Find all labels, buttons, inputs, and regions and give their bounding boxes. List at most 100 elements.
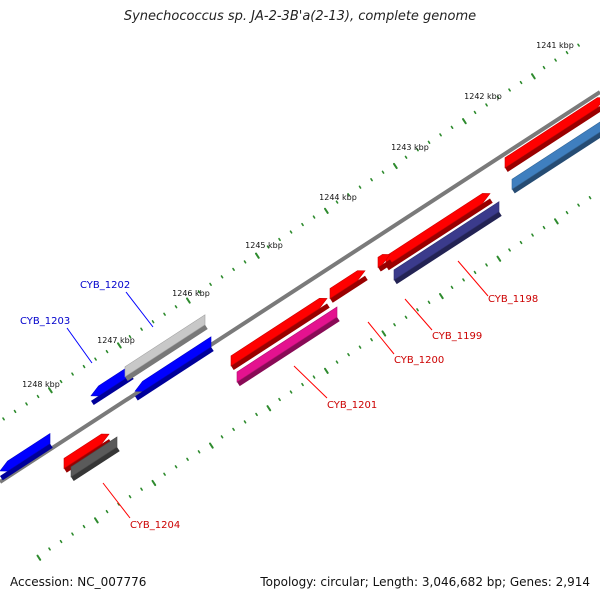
ruler-dot: [232, 267, 235, 272]
ruler-dot: [255, 252, 260, 259]
gene-cyb-1199: [377, 254, 393, 272]
ruler-dot: [485, 103, 488, 107]
ruler-dot: [565, 210, 569, 215]
ruler-dot: [243, 260, 247, 264]
ruler-dot: [416, 148, 419, 152]
ruler-dot: [174, 305, 178, 309]
ruler-dot: [508, 88, 511, 92]
ruler-dot: [255, 412, 258, 417]
ruler-tick-label: 1247 kbp: [97, 336, 135, 345]
ruler-dot: [266, 405, 272, 412]
ruler-dot: [404, 155, 408, 159]
gene-label-cyb-1198[interactable]: CYB_1198: [488, 294, 538, 305]
cds-steel: [511, 121, 600, 194]
ruler-dot: [485, 263, 488, 267]
ruler-dot: [82, 524, 86, 529]
ruler-dot: [577, 43, 580, 47]
gene-label-cyb-1200[interactable]: CYB_1200: [394, 355, 444, 366]
ruler-dot: [439, 133, 442, 137]
callout-line: [125, 291, 154, 328]
ruler-dot: [496, 95, 500, 100]
ruler-dot: [439, 293, 444, 300]
ruler-dot: [163, 472, 166, 476]
genome-backbone: [0, 90, 600, 484]
callout-line: [457, 260, 489, 297]
ruler-dot: [473, 110, 477, 115]
ruler-dot: [186, 457, 189, 461]
ruler-dot: [519, 240, 523, 245]
ruler-dot: [577, 203, 580, 207]
ruler-dot: [347, 352, 350, 357]
ruler-dot: [588, 196, 592, 200]
gene-label-cyb-1201[interactable]: CYB_1201: [327, 400, 377, 411]
ruler-dot: [2, 417, 5, 421]
ruler-dot: [358, 185, 362, 189]
ruler-dot: [324, 367, 329, 374]
ruler-dot: [220, 275, 224, 279]
ruler-dot: [266, 245, 270, 249]
ruler-dot: [462, 118, 467, 125]
ruler-dot: [243, 420, 247, 424]
ruler-dot: [301, 382, 304, 387]
ruler-dot: [508, 248, 511, 252]
callout-line: [293, 365, 328, 399]
ruler-dot: [151, 320, 155, 324]
ruler-dot: [59, 539, 63, 544]
ruler-dot: [370, 178, 373, 182]
gene-label-cyb-1199[interactable]: CYB_1199: [432, 331, 482, 342]
ruler-dot: [393, 162, 398, 170]
ruler-dot: [13, 409, 17, 414]
ruler-dot: [312, 375, 316, 379]
ruler-labels: 1241 kbp 1242 kbp 1243 kbp 1244 kbp 1245 kbp…: [22, 41, 574, 389]
ruler-dot: [25, 402, 28, 406]
ruler-dot: [128, 495, 132, 499]
ruler-dot: [347, 193, 350, 197]
ruler-dot: [117, 342, 122, 349]
ruler-dot: [393, 323, 396, 327]
ruler-dot: [117, 502, 120, 506]
ruler-dot: [450, 125, 454, 130]
ruler-dot: [94, 517, 99, 524]
ruler-dot: [301, 222, 304, 227]
gene-cyb-1200: [329, 270, 368, 303]
ruler-dot: [278, 397, 281, 402]
ruler-dot: [289, 230, 293, 234]
ruler-dot: [82, 364, 86, 369]
ruler-tick-label: 1244 kbp: [319, 193, 357, 202]
callout-line: [367, 321, 395, 355]
ruler-tick-label: 1243 kbp: [391, 143, 429, 152]
ruler-dot: [209, 442, 214, 449]
ruler-dot: [335, 200, 339, 204]
ruler-dot: [531, 73, 536, 80]
ruler-dots: [2, 43, 592, 561]
ruler-dot: [186, 297, 191, 304]
ruler-dot: [36, 394, 40, 399]
gene-label-cyb-1203[interactable]: CYB_1203: [20, 316, 70, 327]
gene-label-cyb-1204[interactable]: CYB_1204: [130, 520, 180, 531]
ruler-dot: [128, 335, 132, 339]
ruler-dot: [554, 218, 559, 225]
ruler-dot: [427, 140, 431, 144]
ruler-tick-label: 1241 kbp: [536, 41, 574, 50]
ruler-dot: [404, 315, 408, 319]
ruler-dot: [209, 282, 212, 286]
callout-line: [66, 327, 93, 364]
ruler-dot: [416, 308, 419, 312]
ruler-dot: [427, 300, 431, 304]
ruler-tick-label: 1245 kbp: [245, 241, 283, 250]
ruler-dot: [542, 65, 546, 70]
map-title: Synechococcus sp. JA-2-3B'a(2-13), compl…: [123, 9, 477, 24]
ruler-dot: [473, 270, 477, 275]
ruler-dot: [197, 290, 201, 294]
ruler-dot: [335, 360, 339, 364]
gene-callouts: CYB_1198 CYB_1199 CYB_1200 CYB_1201 CYB_1202…: [20, 260, 538, 531]
ruler-tick-label: 1242 kbp: [464, 92, 502, 101]
ruler-dot: [140, 327, 143, 331]
ruler-dot: [140, 487, 143, 491]
ruler-dot: [174, 465, 178, 469]
genome-stats-text: Topology: circular; Length: 3,046,682 bp…: [260, 575, 590, 589]
gene-label-cyb-1202[interactable]: CYB_1202: [80, 280, 130, 291]
ruler-tick-label: 1248 kbp: [22, 380, 60, 389]
ruler-dot: [48, 547, 51, 551]
